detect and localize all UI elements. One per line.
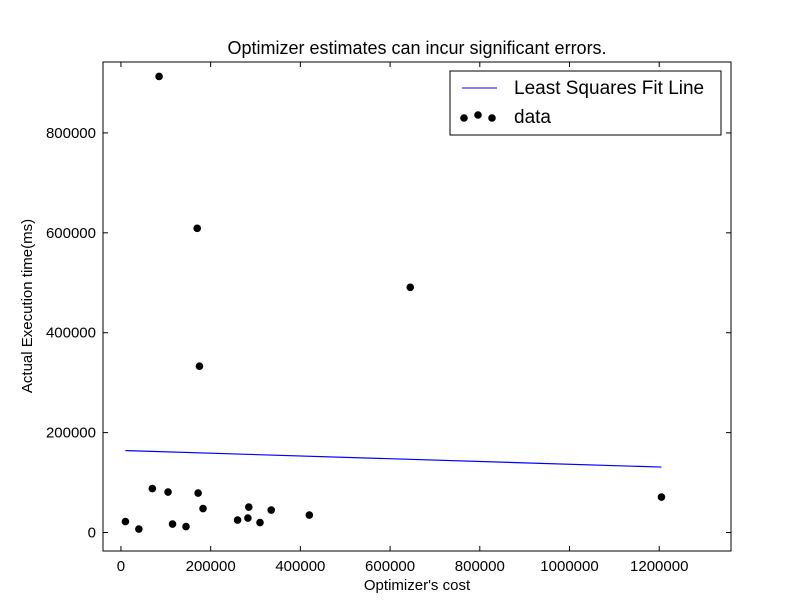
data-point xyxy=(193,224,201,233)
y-axis-label: Actual Execution time(ms) xyxy=(19,219,36,393)
legend-marker-2 xyxy=(474,111,482,119)
y-tick-label: 200000 xyxy=(46,425,96,442)
data-point xyxy=(657,493,666,501)
data-point xyxy=(182,522,190,531)
y-tick-label: 800000 xyxy=(46,125,96,142)
legend: Least Squares Fit Line data xyxy=(449,70,722,136)
x-tick-label: 0 xyxy=(117,558,125,575)
x-tick-label: 600000 xyxy=(365,558,415,575)
data-point xyxy=(195,362,204,370)
legend-label-data: data xyxy=(514,107,551,128)
x-tick-label: 1200000 xyxy=(630,558,688,575)
y-axis-ticks: 0 200000 400000 600000 800000 xyxy=(46,125,731,542)
data-point xyxy=(155,72,163,81)
data-point xyxy=(148,484,157,493)
y-tick-label: 400000 xyxy=(46,325,96,342)
data-point xyxy=(267,506,276,514)
series-layer xyxy=(121,72,666,533)
data-point xyxy=(256,518,264,527)
data-point xyxy=(168,520,177,528)
chart-title: Optimizer estimates can incur significan… xyxy=(227,38,606,58)
data-point xyxy=(199,504,207,513)
data-point xyxy=(244,514,252,522)
data-point xyxy=(233,516,242,524)
legend-label-fit-line: Least Squares Fit Line xyxy=(514,78,704,99)
plot-area xyxy=(102,61,732,552)
x-axis-label: Optimizer's cost xyxy=(364,577,471,594)
x-tick-label: 200000 xyxy=(186,558,236,575)
data-point xyxy=(406,283,415,292)
y-tick-label: 600000 xyxy=(46,225,96,242)
fit-line xyxy=(125,450,662,468)
x-tick-label: 400000 xyxy=(275,558,325,575)
y-tick-label: 0 xyxy=(88,525,96,542)
data-point xyxy=(194,489,202,497)
data-point xyxy=(121,517,130,526)
data-point xyxy=(305,511,314,519)
data-point xyxy=(244,503,253,511)
x-tick-label: 1000000 xyxy=(540,558,598,575)
legend-marker-1 xyxy=(460,114,468,122)
x-axis-ticks: 0 200000 400000 600000 800000 1000000 1200000 xyxy=(117,62,688,575)
legend-box xyxy=(449,70,722,136)
x-tick-label: 800000 xyxy=(455,558,505,575)
data-point xyxy=(164,488,172,496)
legend-marker-3 xyxy=(488,114,496,122)
data-point xyxy=(135,525,143,533)
